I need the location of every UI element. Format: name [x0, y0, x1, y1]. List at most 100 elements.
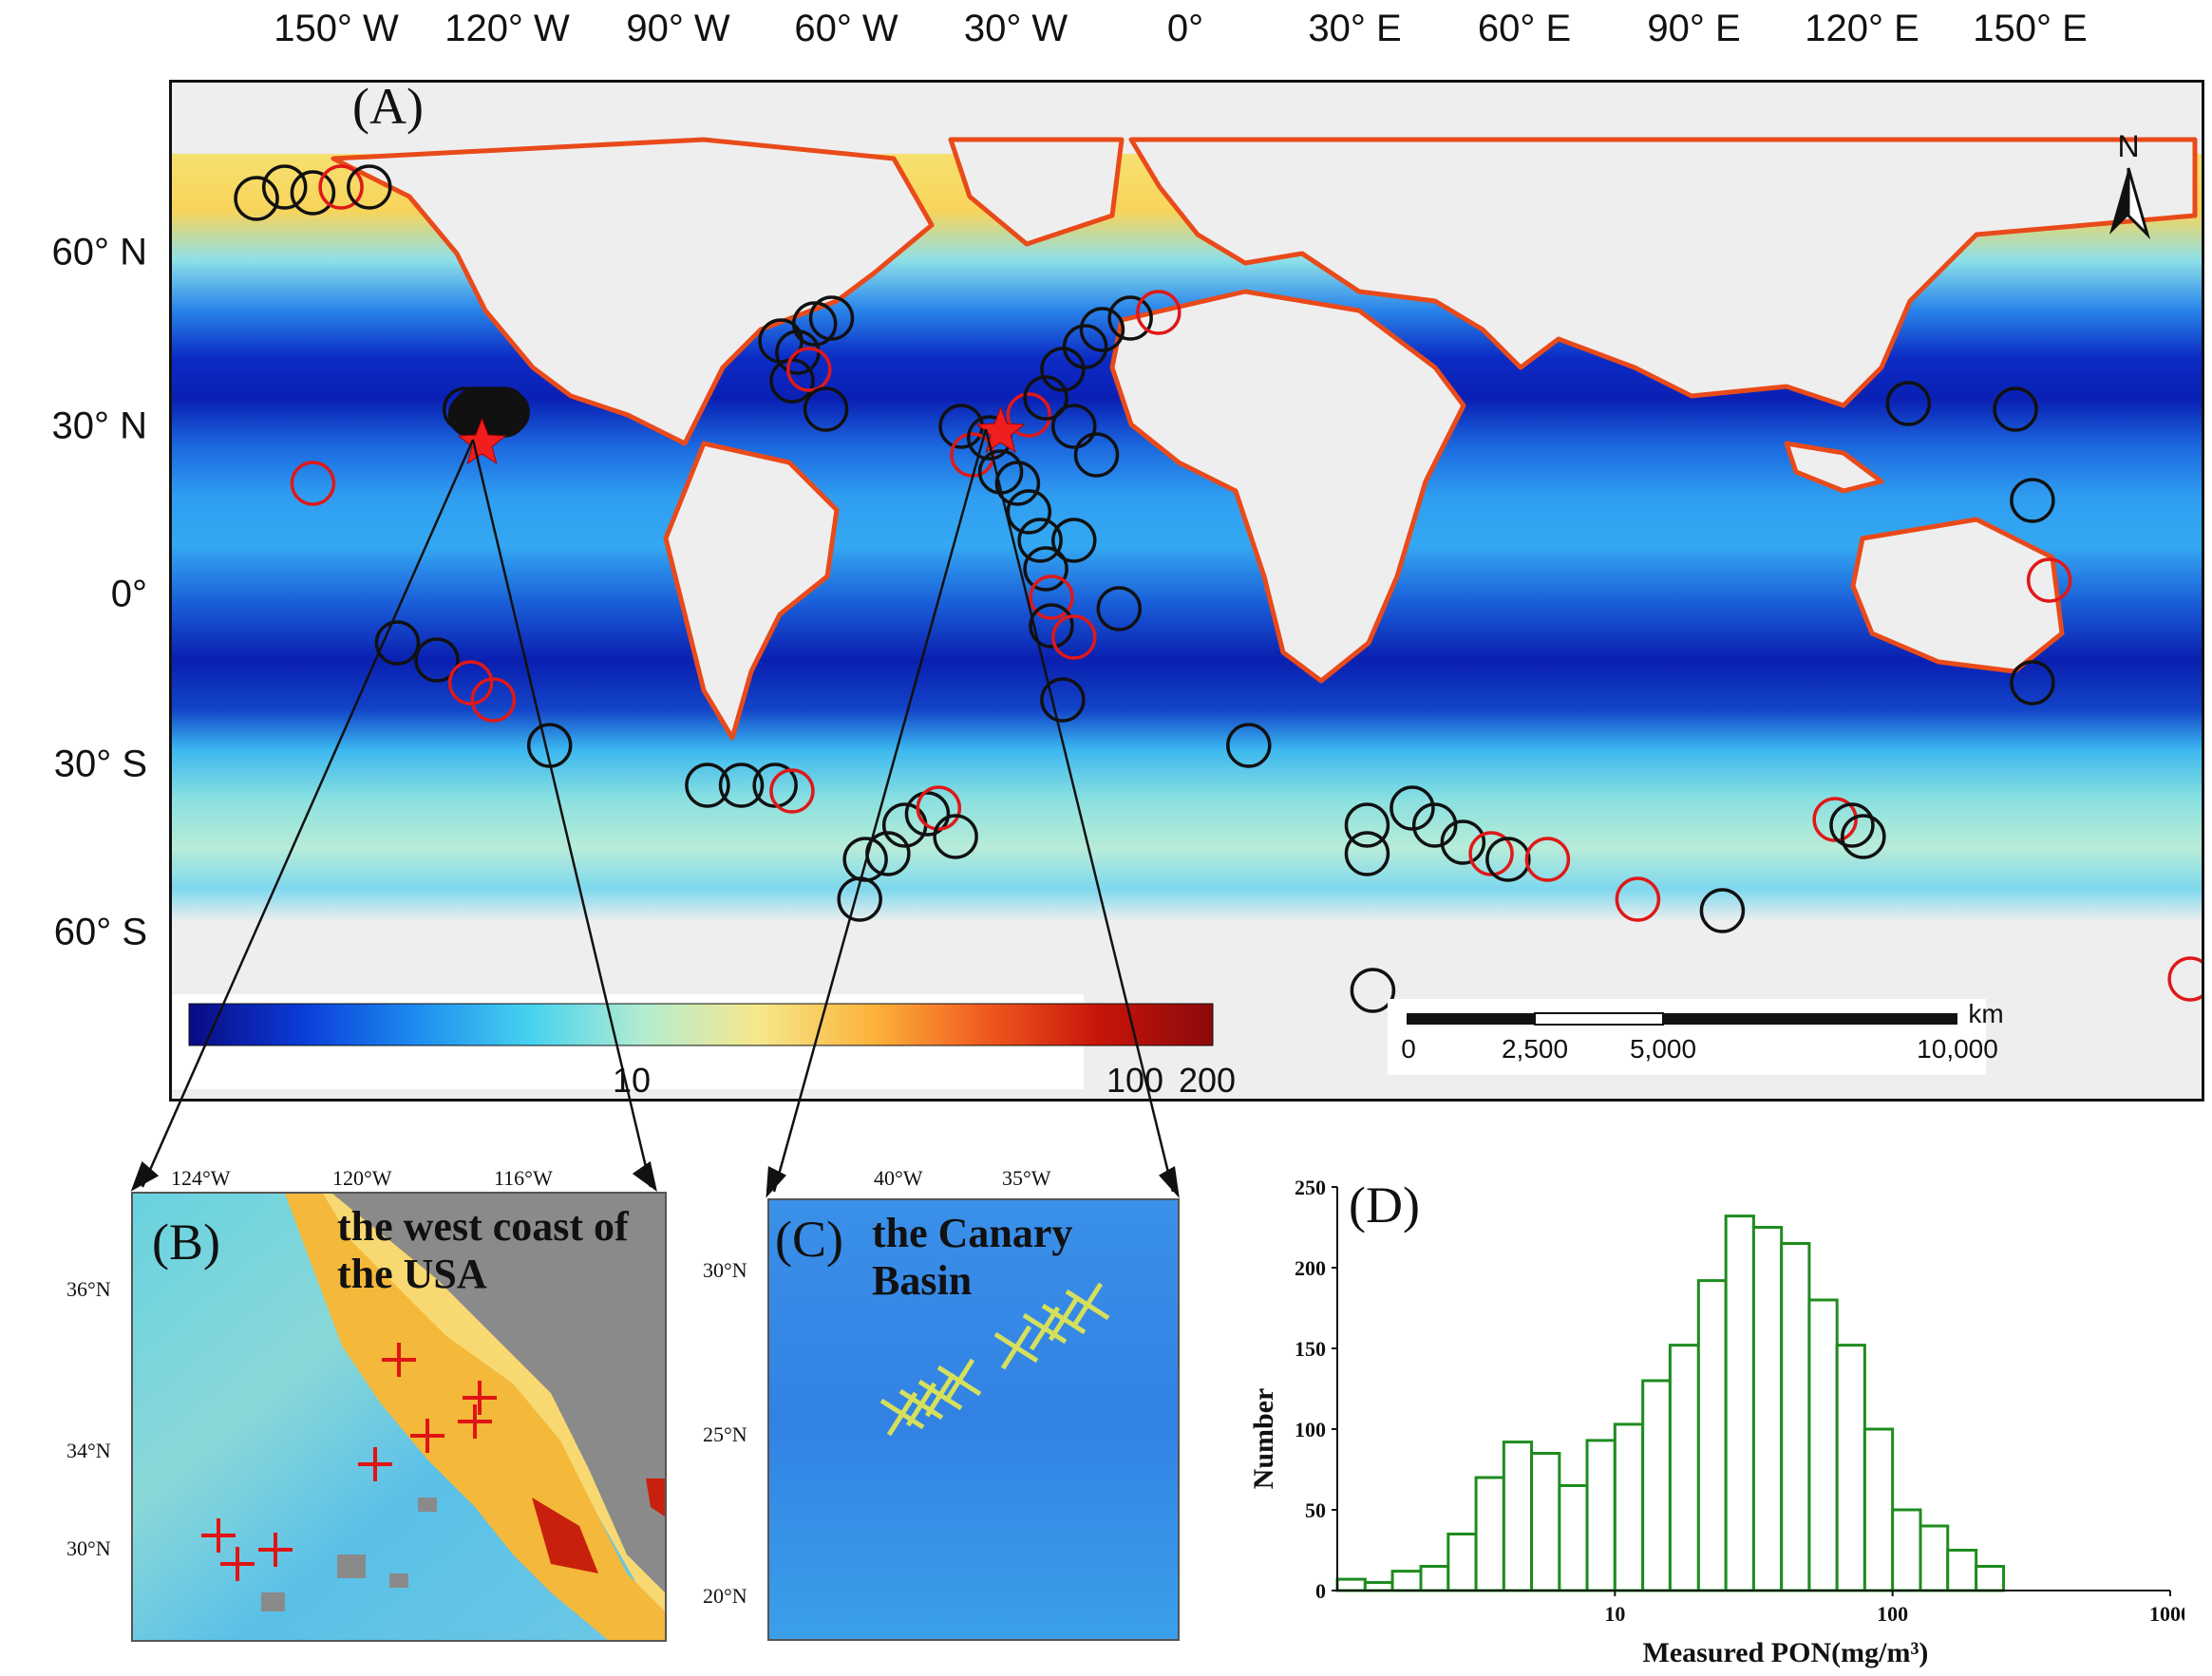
canary-basin-inset: (C) the Canary Basin: [767, 1198, 1180, 1641]
sampling-site-marker: [1524, 837, 1571, 882]
lat-tick-label: 36°N: [66, 1277, 111, 1301]
sampling-site-marker: [1079, 307, 1125, 352]
sampling-site-marker: [1136, 290, 1182, 335]
lon-label: 150° W: [274, 8, 399, 49]
colorbar-tick-label: 200: [1178, 1061, 1237, 1100]
lon-tick-label: 120°W: [332, 1166, 392, 1190]
sampling-site-marker: [2026, 557, 2072, 603]
west-coast-inset: (B) the west coast of the USA: [131, 1192, 667, 1642]
colorbar: [188, 1003, 1214, 1046]
sampling-site-marker: [1390, 785, 1435, 831]
greenland-landmass: [948, 137, 1125, 247]
panel-a-letter: (A): [352, 80, 424, 135]
y-axis-label: Number: [1248, 1388, 1279, 1490]
histogram-bar: [1696, 1279, 1728, 1592]
sample-cross: [1071, 1282, 1104, 1328]
scalebar-label: 10,000: [1917, 1034, 1998, 1064]
colorbar-tick-label: 100: [1106, 1061, 1164, 1100]
sampling-site-marker: [1440, 819, 1486, 865]
scalebar: [1407, 1012, 1957, 1026]
sample-cross: [1000, 1325, 1032, 1370]
world-map: N: [172, 83, 2202, 1099]
histogram-bar: [1530, 1452, 1561, 1592]
lon-label: 0°: [1166, 8, 1204, 49]
indonesia-landmass: [1784, 441, 1884, 494]
histogram-bar: [1946, 1549, 1978, 1592]
histogram-bar: [1474, 1476, 1505, 1592]
scalebar-label: 0: [1401, 1034, 1416, 1064]
y-tick-label: 150: [1295, 1337, 1326, 1361]
lat-tick-label: 25°N: [703, 1422, 747, 1446]
x-tick-label: 100: [1877, 1602, 1908, 1626]
north-label: N: [2117, 129, 2139, 163]
lat-label: 60° N: [51, 231, 148, 273]
sampling-site-marker: [1226, 723, 1272, 768]
sampling-site-marker: [1107, 295, 1153, 341]
sampling-site-marker: [808, 295, 855, 341]
sampling-site-marker: [318, 164, 364, 210]
histogram-bar: [1668, 1344, 1700, 1592]
sampling-site-marker: [1699, 888, 1746, 933]
canary-basin-map: [769, 1200, 1178, 1639]
panel-d-letter: (D): [1349, 1177, 1420, 1233]
lon-label: 60° E: [1477, 8, 1572, 49]
lat-tick-label: 20°N: [703, 1584, 747, 1608]
sampling-site-marker: [1344, 831, 1390, 876]
histogram-bar: [1419, 1565, 1450, 1592]
sampling-site-marker: [1485, 837, 1531, 882]
scalebar-label: 5,000: [1629, 1034, 1697, 1064]
histogram-bar: [1502, 1441, 1534, 1592]
lat-tick-label: 30°N: [703, 1258, 747, 1282]
sampling-site-marker: [261, 164, 308, 210]
sampling-site-marker: [484, 389, 530, 435]
panel-b-title: the west coast of the USA: [337, 1203, 629, 1297]
lon-label: 30° W: [963, 8, 1068, 49]
y-tick-label: 200: [1295, 1256, 1326, 1280]
sampling-site-marker: [1812, 797, 1858, 842]
sampling-site-marker: [347, 164, 392, 210]
histogram-bar: [1363, 1581, 1394, 1592]
x-axis-label: Measured PON(mg/m³): [1643, 1637, 1929, 1668]
north-arrow-icon: [2109, 167, 2151, 240]
lat-label: 30° N: [51, 405, 148, 447]
sample-cross: [943, 1358, 975, 1403]
pon-histogram: 0 50 100 150 200 250 10 100 1000 Measured PON(mg…: [1248, 1176, 2184, 1668]
sampling-site-marker: [1023, 375, 1068, 421]
sampling-site-marker: [234, 176, 279, 221]
histogram-bar: [1335, 1577, 1367, 1592]
histogram-bar: [1558, 1484, 1589, 1592]
lat-label: 0°: [110, 573, 147, 615]
sampling-site-marker: [1411, 802, 1458, 848]
sampling-site-marker: [2010, 478, 2055, 523]
sampling-site-marker: [1615, 876, 1661, 922]
lon-tick-label: 124°W: [171, 1166, 231, 1190]
west-coast-map: [133, 1194, 665, 1640]
sampling-site-marker: [1040, 347, 1086, 392]
histogram-bar: [1585, 1439, 1616, 1592]
histogram-bar: [1891, 1508, 1922, 1592]
sample-cross: [1048, 1296, 1080, 1342]
north-america-landmass: [331, 137, 935, 446]
scalebar-label: 2,500: [1501, 1034, 1569, 1064]
histogram-bar: [1862, 1427, 1895, 1592]
sampling-site-marker: [290, 170, 336, 216]
sampling-site-marker: [2010, 660, 2055, 706]
histogram-bar: [1751, 1226, 1784, 1592]
sampling-site-marker: [786, 347, 832, 392]
sampling-site-marker: [1885, 381, 1932, 426]
sample-cross: [924, 1372, 956, 1418]
x-tick-label: 1000: [2149, 1602, 2184, 1626]
histogram-bar: [1919, 1524, 1950, 1592]
sampling-site-marker: [1993, 386, 2038, 432]
sampling-site-marker: [685, 763, 730, 808]
histogram-bar: [1446, 1533, 1478, 1592]
scalebar-panel: [1388, 999, 1986, 1075]
histogram-bar: [1390, 1570, 1423, 1592]
sampling-site-marker: [791, 301, 838, 347]
panel-c-title: the Canary Basin: [872, 1210, 1073, 1304]
lon-tick-label: 116°W: [494, 1166, 553, 1190]
lon-label: 90° W: [626, 8, 730, 49]
lon-label: 90° E: [1647, 8, 1741, 49]
sampling-site-marker: [1841, 814, 1886, 859]
histogram-bar: [1835, 1344, 1866, 1592]
